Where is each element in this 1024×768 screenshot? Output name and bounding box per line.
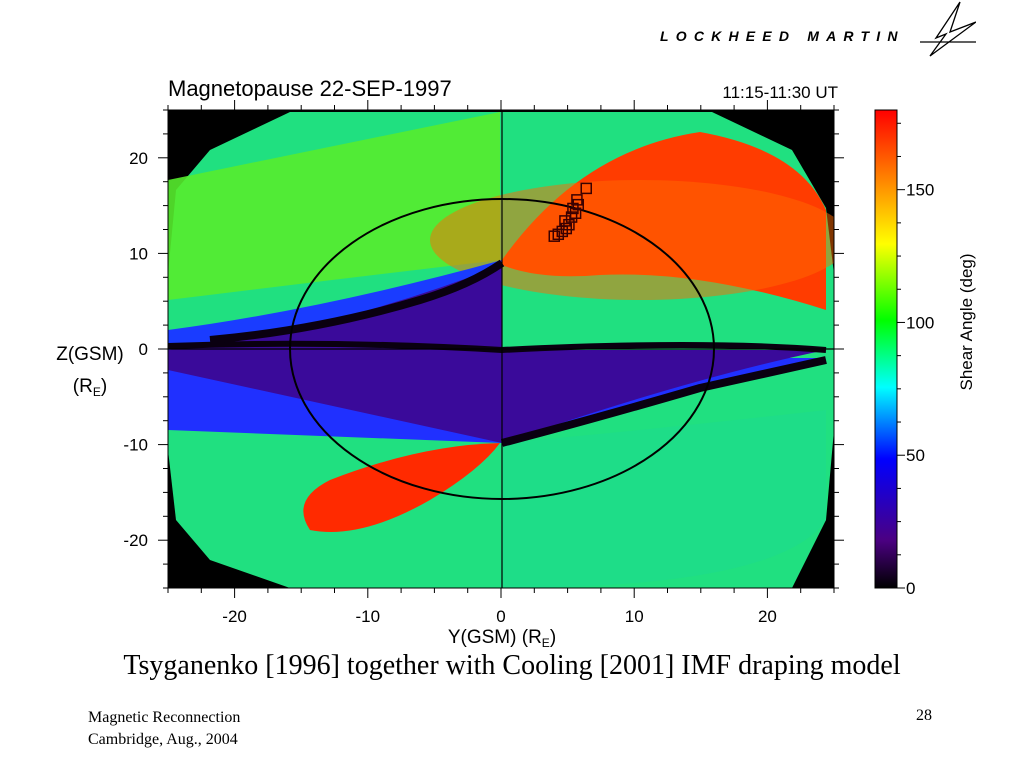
y-axis-label-line1: Z(GSM) xyxy=(56,344,124,365)
colorbar-ticks: 0 50 100 150 xyxy=(897,122,934,598)
observation-markers xyxy=(548,182,592,242)
observation-marker xyxy=(580,182,592,195)
heatmap xyxy=(168,110,834,588)
observation-marker xyxy=(565,211,578,223)
region-upper-right-orange xyxy=(430,180,834,300)
colorbar-tick-label: 100 xyxy=(906,313,934,332)
colorbar-tick-label: 150 xyxy=(906,181,934,200)
ridge-upper-dark xyxy=(209,259,505,344)
shear-angle-chart: Magnetopause 22-SEP-1997 11:15-11:30 UT … xyxy=(56,76,976,650)
band-lower-purple xyxy=(168,350,826,443)
footer-left: Magnetic Reconnection Cambridge, Aug., 2… xyxy=(88,707,240,751)
colorbar-label: Shear Angle (deg) xyxy=(957,253,976,390)
x-tick-label: 20 xyxy=(758,607,777,626)
slide-caption: Tsyganenko [1996] together with Cooling … xyxy=(123,650,901,681)
y-tick-label: 20 xyxy=(129,149,148,168)
x-tick-label: -20 xyxy=(222,607,247,626)
chart-title: Magnetopause 22-SEP-1997 xyxy=(168,76,452,101)
region-lower-left-red xyxy=(303,443,500,532)
colorbar-tick-label: 50 xyxy=(906,446,925,465)
y-tick-label: 10 xyxy=(129,244,148,263)
colorbar-tick-label: 0 xyxy=(906,579,915,598)
observation-marker xyxy=(571,194,583,206)
x-tick-label: -10 xyxy=(356,607,381,626)
footer-line-2: Cambridge, Aug., 2004 xyxy=(88,731,238,748)
y-tick-label: -10 xyxy=(123,436,148,455)
y-tick-label: -20 xyxy=(123,531,148,550)
star-icon xyxy=(920,1,976,57)
page-number: 28 xyxy=(916,707,932,724)
y-tick-label: 0 xyxy=(139,340,148,359)
observation-marker xyxy=(559,215,571,227)
y-axis: 20 10 0 -10 -20 xyxy=(123,109,844,589)
ridge-lower-dark xyxy=(500,356,827,447)
x-axis-label: Y(GSM) (RE) xyxy=(448,627,556,650)
y-axis-label-line2: (RE) xyxy=(73,376,107,399)
observation-marker xyxy=(560,222,573,235)
chart-subtitle: 11:15-11:30 UT xyxy=(722,83,838,102)
lockheed-martin-logo: LOCKHEED MARTIN xyxy=(656,0,976,62)
colorbar xyxy=(874,109,898,589)
region-lower-right-green xyxy=(500,410,826,588)
footer-line-1: Magnetic Reconnection xyxy=(88,709,241,726)
x-tick-label: 0 xyxy=(496,607,505,626)
logo-text: LOCKHEED MARTIN xyxy=(660,28,905,44)
x-axis: -20 -10 0 10 20 xyxy=(167,100,835,626)
observation-marker xyxy=(563,218,575,231)
magnetopause-circle xyxy=(289,198,715,500)
x-tick-label: 10 xyxy=(625,607,644,626)
region-upper-left-green xyxy=(168,112,500,300)
